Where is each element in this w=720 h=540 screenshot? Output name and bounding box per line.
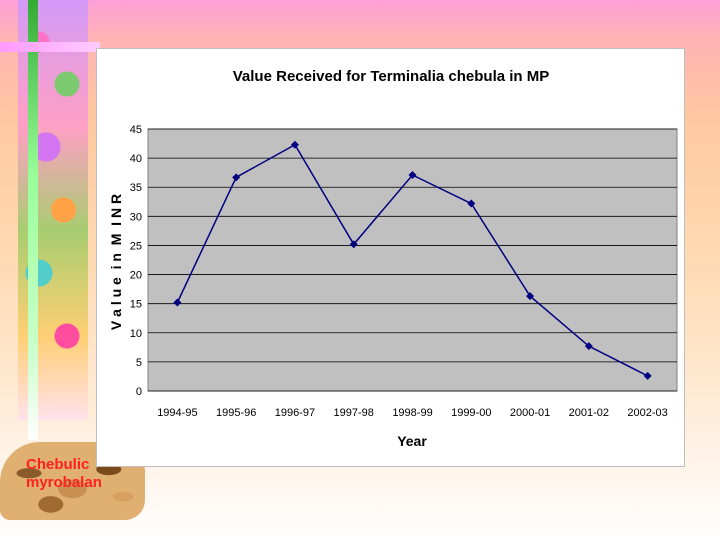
data-point [643,371,652,380]
chart-area: Value Received for Terminalia chebula in… [96,48,685,467]
data-point [349,240,358,249]
x-axis-title: Year [397,433,427,449]
decorative-vertical-bar [28,0,38,440]
data-points [173,140,652,380]
x-tick-label: 2001-02 [569,407,609,419]
y-tick-label: 30 [130,211,142,223]
x-tick-label: 2002-03 [627,407,667,419]
x-tick-labels: 1994-95 1995-96 1996-97 1997-98 1998-99 1999-… [157,407,668,419]
y-tick-label: 10 [130,328,142,340]
plot-area [147,128,678,392]
data-point [526,292,535,301]
data-point [584,342,593,351]
data-point [173,298,182,307]
data-point [290,140,299,149]
data-point [232,173,241,182]
y-tick-label: 40 [130,153,142,165]
y-tick-label: 5 [136,357,142,369]
y-tick-labels: 0 5 10 15 20 25 30 35 40 45 [130,124,142,398]
y-tick-label: 35 [130,182,142,194]
x-tick-label: 2000-01 [510,407,550,419]
decorative-horizontal-bar [0,42,100,52]
y-tick-label: 45 [130,124,142,136]
y-tick-label: 25 [130,240,142,252]
line-chart: Value Received for Terminalia chebula in… [108,68,678,449]
gridlines [148,128,677,392]
y-tick-label: 20 [130,270,142,282]
x-tick-label: 1997-98 [334,407,374,419]
y-tick-label: 0 [136,386,142,398]
caption-line-1: Chebulic [26,456,90,473]
y-tick-label: 15 [130,299,142,311]
chart-title: Value Received for Terminalia chebula in… [233,68,550,85]
data-point [408,170,417,179]
x-tick-label: 1996-97 [275,407,315,419]
x-tick-label: 1999-00 [451,407,491,419]
slide-caption: Chebulic myrobalan [26,456,136,492]
x-tick-label: 1998-99 [392,407,432,419]
caption-line-2: myrobalan [26,474,102,491]
y-axis-title: V a l u e i n M I N R [108,194,124,330]
x-tick-label: 1995-96 [216,407,256,419]
data-point [467,199,476,208]
x-tick-label: 1994-95 [157,407,197,419]
